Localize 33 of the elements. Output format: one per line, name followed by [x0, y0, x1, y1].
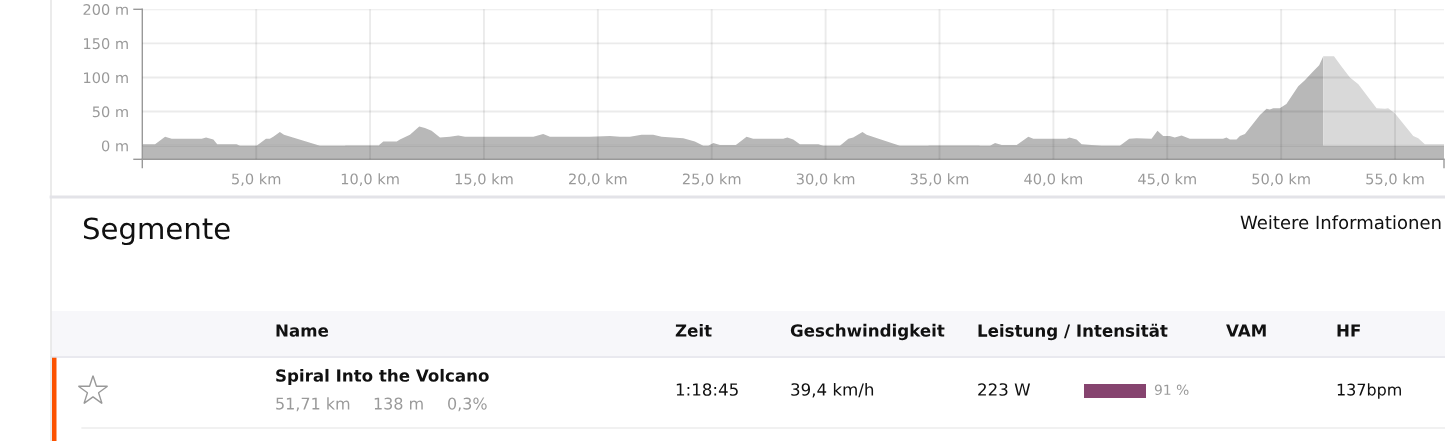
y-tick-label: 100 m — [84, 72, 128, 84]
x-tick-label: 40,0 km — [1024, 173, 1083, 186]
text: 1:18:45 — [676, 383, 738, 396]
text: HF — [1337, 324, 1360, 337]
text: 39,4 km/h — [791, 382, 874, 398]
text: Weitere Informationen — [1240, 215, 1441, 230]
text: 138 m — [374, 397, 423, 410]
text: 91 % — [1154, 384, 1189, 396]
text: VAM — [1226, 324, 1266, 337]
y-tick-label: 150 m — [84, 38, 128, 50]
x-tick-label: 55,0 km — [1366, 173, 1424, 186]
text: 223 W — [978, 383, 1031, 396]
x-tick-label: 10,0 km — [341, 173, 399, 186]
text: Leistung / Intensität — [978, 323, 1168, 341]
text: 137bpm — [1337, 383, 1401, 399]
x-tick-label: 25,0 km — [682, 173, 741, 186]
y-tick-label: 0 m — [101, 140, 128, 152]
y-tick-label: 200 m — [83, 4, 128, 16]
text: 0,3% — [448, 397, 487, 412]
text: 51,71 km — [276, 397, 350, 412]
text: Spiral Into the Volcano — [276, 368, 489, 386]
text: Name — [276, 324, 329, 337]
text: Geschwindigkeit — [790, 323, 945, 341]
x-tick-label: 45,0 km — [1138, 173, 1196, 186]
x-tick-label: 15,0 km — [455, 173, 513, 186]
x-tick-label: 50,0 km — [1252, 173, 1310, 186]
text: Zeit — [675, 323, 712, 337]
x-tick-label: 35,0 km — [910, 173, 969, 186]
y-tick-label: 50 m — [92, 106, 128, 118]
text: Segmente — [83, 217, 230, 246]
x-tick-label: 30,0 km — [796, 173, 855, 186]
x-tick-label: 5,0 km — [232, 173, 281, 186]
x-tick-label: 20,0 km — [569, 173, 627, 186]
